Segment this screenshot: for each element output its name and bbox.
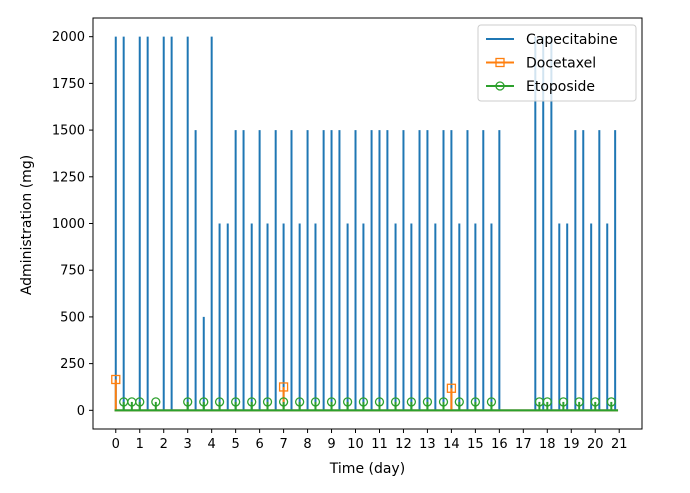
legend: Capecitabine Docetaxel Etoposide [477,24,637,102]
etoposide-marker [542,397,552,407]
etoposide-marker [310,397,321,407]
etoposide-marker [183,397,193,407]
legend-marker-etoposide [495,81,505,91]
etoposide-marker [374,397,385,407]
x-tick-label: 11 [371,437,388,452]
x-axis-label: Time (day) [329,461,405,477]
x-tick-label: 20 [587,437,604,452]
etoposide-marker [454,397,464,407]
etoposide-marker [486,397,497,407]
x-tick-label: 12 [395,437,412,452]
etoposide-marker [438,397,449,407]
y-tick-label: 1750 [52,77,85,92]
x-tick-label: 8 [303,437,311,452]
etoposide-marker [342,397,353,407]
etoposide-marker [574,397,584,407]
x-tick-label: 16 [491,437,508,452]
x-tick-label: 3 [184,437,192,452]
x-tick-label: 15 [467,437,484,452]
legend-box [477,24,637,102]
x-tick-label: 19 [563,437,580,452]
x-tick-label: 10 [347,437,364,452]
etoposide-marker [199,397,209,407]
etoposide-marker [247,397,257,407]
etoposide-marker [214,397,225,407]
etoposide-marker [230,397,241,407]
etoposide-marker [590,397,600,407]
axes: 0 1 2 3 4 5 6 7 8 9 10 11 12 13 14 15 16 17 18 19 20 21025050… [52,17,643,452]
y-tick-label: 250 [60,357,85,372]
etoposide-marker [358,397,369,407]
y-tick-label: 0 [77,404,85,419]
x-tick-label: 21 [611,437,628,452]
y-tick-label: 2000 [52,30,85,45]
legend-marker-docetaxel [495,57,505,68]
etoposide-marker [295,397,305,407]
etoposide-marker [558,397,569,407]
etoposide-marker [470,397,481,407]
y-axis-label: Administration (mg) [19,155,35,295]
plot-area [111,36,619,412]
x-tick-label: 1 [136,437,144,452]
series-group [111,36,619,412]
etoposide-marker [262,397,273,407]
etoposide-marker [390,397,401,407]
etoposide-series [114,397,619,412]
y-tick-label: 1500 [52,124,85,139]
x-tick-label: 5 [232,437,240,452]
etoposide-marker [422,397,433,407]
docetaxel-marker [446,383,457,393]
legend-label-capecitabine: Capecitabine [526,32,618,48]
y-tick-label: 500 [60,310,85,325]
x-tick-label: 14 [443,437,460,452]
legend-label-docetaxel: Docetaxel [526,56,596,72]
etoposide-marker [326,397,337,407]
x-tick-label: 17 [515,437,532,452]
x-tick-label: 7 [279,437,287,452]
etoposide-marker [278,397,289,407]
y-tick-label: 1250 [52,170,85,185]
etoposide-marker [151,397,161,407]
docetaxel-marker [278,382,289,392]
x-tick-label: 13 [419,437,436,452]
x-tick-label: 18 [539,437,556,452]
y-tick-label: 1000 [52,217,85,232]
x-tick-label: 6 [255,437,263,452]
etoposide-marker [135,397,145,407]
etoposide-marker [606,397,616,407]
docetaxel-marker [111,374,121,385]
etoposide-marker [406,397,417,407]
capecitabine-series [114,36,619,412]
legend-label-etoposide: Etoposide [526,79,595,95]
x-tick-label: 4 [208,437,216,452]
x-tick-label: 9 [327,437,335,452]
y-tick-label: 750 [60,264,85,279]
x-tick-label: 0 [112,437,120,452]
x-tick-label: 2 [160,437,168,452]
